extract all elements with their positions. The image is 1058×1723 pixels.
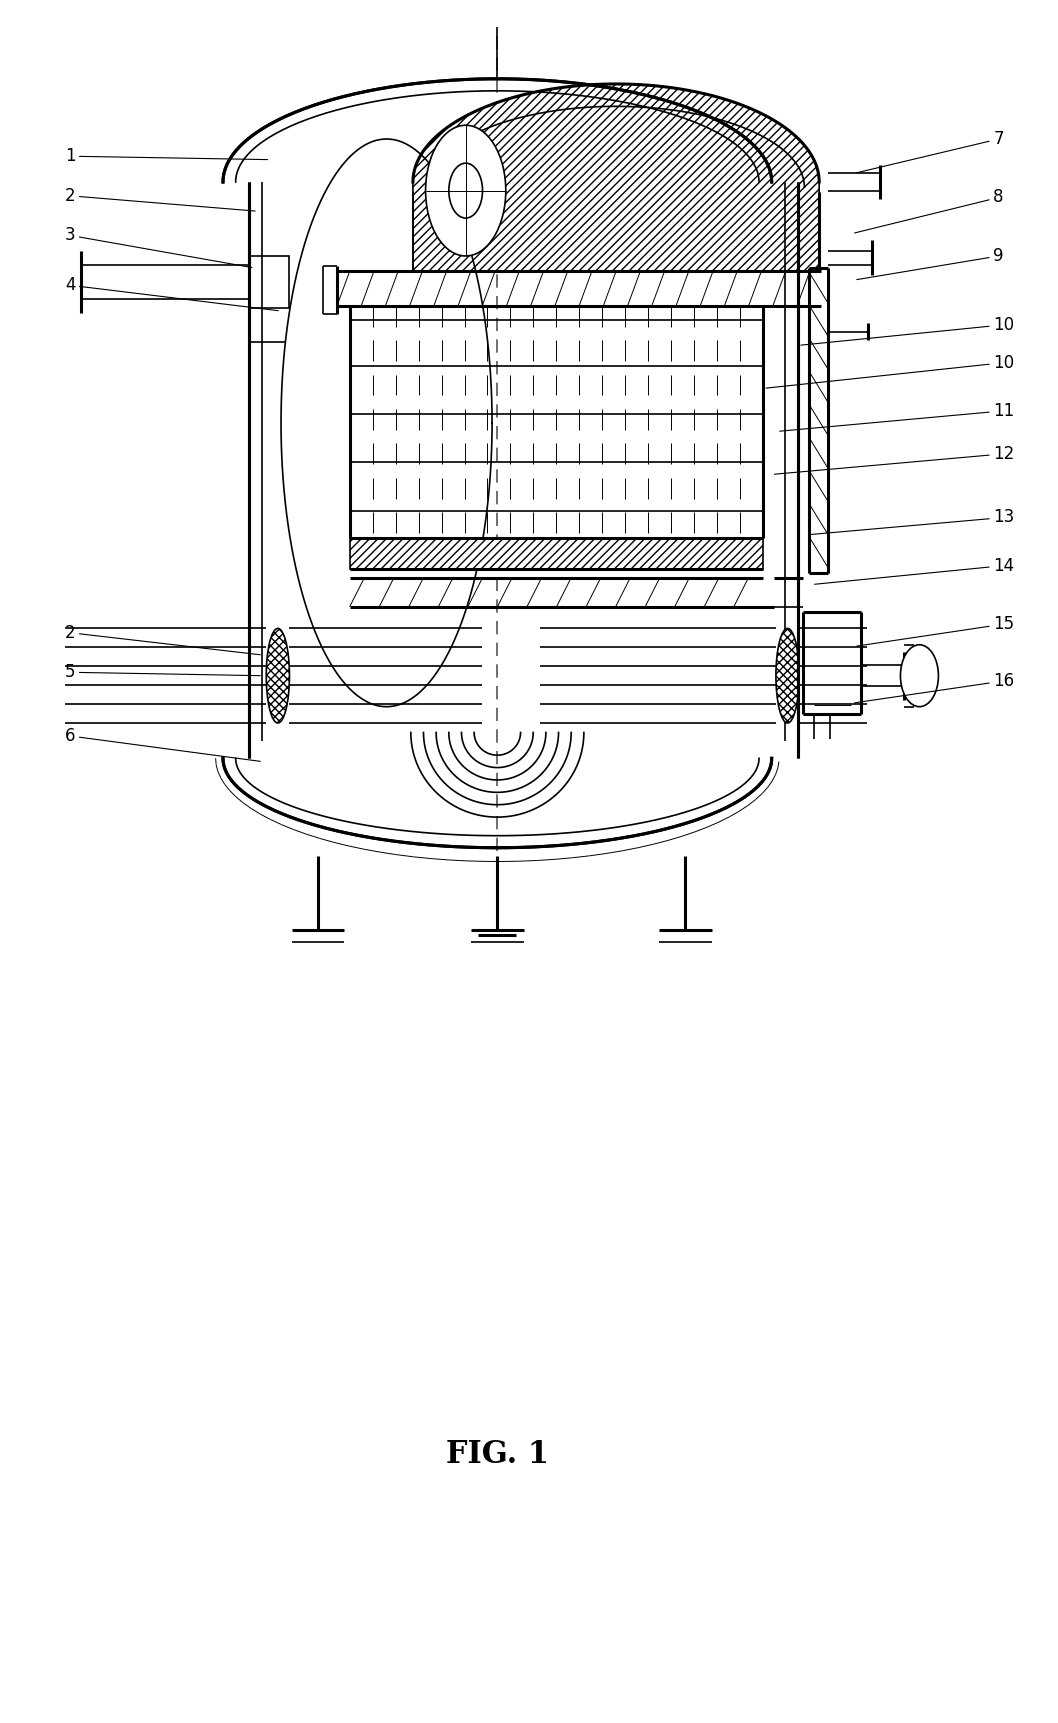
Circle shape: [425, 126, 506, 257]
Bar: [349, 538, 763, 569]
Text: 5: 5: [65, 663, 260, 681]
Text: 10: 10: [766, 353, 1015, 388]
Polygon shape: [413, 84, 819, 272]
Text: 2: 2: [65, 186, 255, 210]
Text: 2: 2: [65, 624, 260, 655]
Text: 6: 6: [65, 727, 260, 762]
Text: 16: 16: [855, 672, 1015, 703]
Text: 1: 1: [65, 146, 268, 165]
Text: 3: 3: [65, 226, 252, 267]
Circle shape: [449, 164, 482, 219]
Text: 13: 13: [811, 508, 1015, 534]
Text: FIG. 1: FIG. 1: [445, 1439, 549, 1470]
Text: 15: 15: [857, 615, 1015, 646]
Text: 10: 10: [801, 315, 1015, 345]
Ellipse shape: [776, 629, 799, 724]
Text: 12: 12: [774, 445, 1015, 474]
Text: 14: 14: [815, 557, 1015, 584]
Text: 8: 8: [855, 188, 1004, 233]
Text: 4: 4: [65, 276, 278, 310]
Circle shape: [900, 644, 938, 706]
Ellipse shape: [267, 629, 290, 724]
Bar: [250, 257, 290, 308]
Text: 11: 11: [780, 401, 1015, 431]
Text: 9: 9: [857, 246, 1004, 279]
Text: 7: 7: [857, 129, 1004, 172]
